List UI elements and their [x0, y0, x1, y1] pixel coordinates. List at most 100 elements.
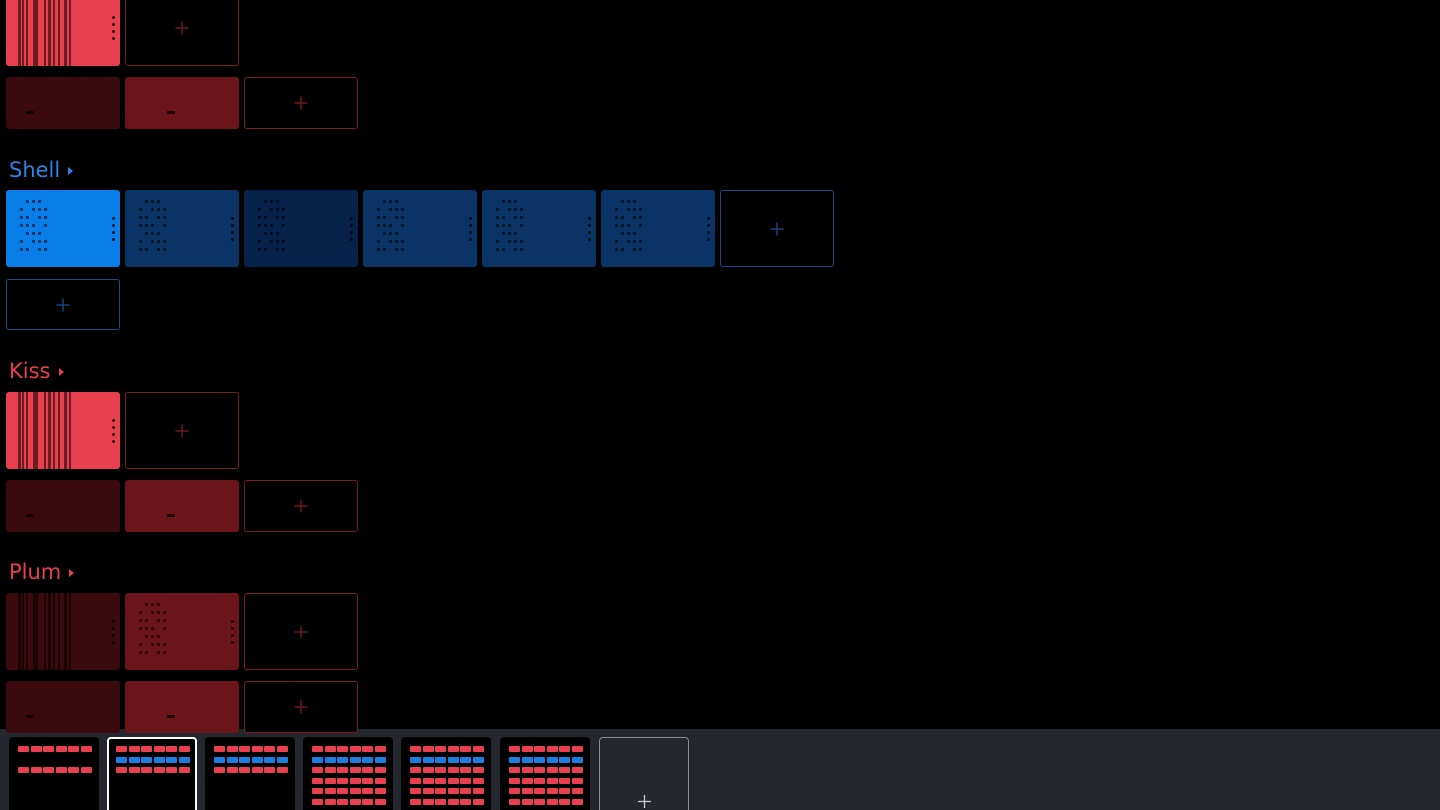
- tile-dot: [163, 627, 166, 630]
- scene-thumbnail[interactable]: [401, 737, 491, 810]
- thumb-cell: [239, 767, 250, 773]
- tile-dot: [401, 224, 404, 227]
- tile-dot: [44, 216, 47, 219]
- tile-stripe: [26, 593, 28, 670]
- pattern-tile[interactable]: [125, 77, 239, 129]
- thumb-cell: [362, 756, 373, 763]
- tile-dot: [633, 232, 636, 235]
- tile-dot: [264, 216, 267, 219]
- pattern-tile[interactable]: [6, 77, 120, 129]
- tile-dot: [167, 514, 175, 517]
- add-scene-button[interactable]: [599, 737, 689, 810]
- thumb-cell: [166, 746, 177, 752]
- pattern-tile[interactable]: [6, 392, 120, 469]
- tile-dot: [157, 240, 160, 243]
- thumb-cell: [509, 746, 520, 752]
- menu-dot: [231, 223, 234, 227]
- tile-dot: [383, 248, 386, 251]
- thumb-cell: [472, 798, 484, 805]
- thumb-cell: [251, 767, 263, 773]
- tile-dot: [167, 715, 175, 718]
- tile-dot: [139, 627, 142, 630]
- tile-dot: [639, 224, 642, 227]
- add-button[interactable]: [125, 392, 239, 469]
- tile-dot: [395, 240, 398, 243]
- tile-dot: [38, 208, 41, 211]
- pattern-tile[interactable]: [125, 480, 239, 532]
- pattern-tile[interactable]: [6, 681, 120, 733]
- menu-dot: [588, 230, 591, 234]
- menu-dot: [469, 237, 472, 241]
- menu-dot: [707, 230, 710, 234]
- section-label[interactable]: Kiss: [9, 359, 64, 383]
- thumb-cell: [435, 767, 446, 773]
- add-button[interactable]: [125, 0, 239, 66]
- thumb-cell: [43, 746, 54, 752]
- thumb-cell: [18, 767, 29, 773]
- scene-thumbnail[interactable]: [107, 737, 197, 810]
- pattern-tile[interactable]: [6, 190, 120, 267]
- thumb-cell: [472, 777, 484, 784]
- pattern-tile[interactable]: [125, 190, 239, 267]
- section-label[interactable]: Plum: [9, 560, 74, 584]
- tile-dot: [377, 248, 380, 251]
- thumb-cell: [472, 767, 484, 773]
- tile-stripe: [36, 0, 38, 66]
- thumb-cell: [521, 788, 533, 794]
- pattern-tile[interactable]: [601, 190, 715, 267]
- thumb-cell: [116, 746, 127, 752]
- tile-dot: [615, 208, 618, 211]
- pattern-tile[interactable]: [244, 190, 358, 267]
- thumb-cell: [534, 756, 545, 763]
- add-button[interactable]: [720, 190, 834, 267]
- tile-stripe: [18, 392, 21, 469]
- pattern-tile[interactable]: [125, 593, 239, 670]
- pattern-tile[interactable]: [125, 681, 239, 733]
- tile-dot: [20, 224, 23, 227]
- tile-dot: [633, 248, 636, 251]
- tile-dot: [514, 216, 517, 219]
- thumb-cell: [312, 767, 323, 773]
- tile-dot: [145, 248, 148, 251]
- tile-dot: [502, 200, 505, 203]
- thumb-cell: [374, 767, 386, 773]
- tile-dot: [621, 224, 624, 227]
- tile-dot: [276, 200, 279, 203]
- pattern-tile[interactable]: [482, 190, 596, 267]
- pattern-tile[interactable]: [363, 190, 477, 267]
- section-label[interactable]: Shell: [9, 158, 73, 182]
- thumb-cell: [312, 788, 323, 794]
- pattern-tile[interactable]: [6, 593, 120, 670]
- add-button[interactable]: [244, 681, 358, 733]
- tile-dot: [151, 208, 154, 211]
- tile-dot: [627, 200, 630, 203]
- thumb-cell: [460, 777, 471, 784]
- pattern-tile[interactable]: [6, 0, 120, 66]
- tile-dot: [383, 224, 386, 227]
- tile-stripe: [22, 593, 24, 670]
- tile-dot: [389, 200, 392, 203]
- add-button[interactable]: [244, 480, 358, 532]
- thumb-cell: [239, 746, 250, 752]
- thumb-cell: [422, 788, 434, 794]
- scene-thumbnail[interactable]: [500, 737, 590, 810]
- scene-thumbnail[interactable]: [205, 737, 295, 810]
- thumb-cell: [546, 746, 558, 752]
- thumb-cell: [460, 746, 471, 752]
- add-button[interactable]: [6, 279, 120, 330]
- tile-dot: [157, 216, 160, 219]
- scene-thumbnail[interactable]: [9, 737, 99, 810]
- tile-stripe: [44, 392, 46, 469]
- add-button[interactable]: [244, 77, 358, 129]
- thumb-cell: [80, 767, 92, 773]
- scene-thumbnail[interactable]: [303, 737, 393, 810]
- pattern-tile[interactable]: [6, 480, 120, 532]
- tile-stripe: [58, 593, 60, 670]
- plus-icon: [175, 424, 189, 437]
- tile-dot: [377, 216, 380, 219]
- tile-dot: [157, 200, 160, 203]
- tile-dot: [276, 232, 279, 235]
- menu-dot: [231, 619, 234, 623]
- add-button[interactable]: [244, 593, 358, 670]
- thumb-cell: [447, 777, 459, 784]
